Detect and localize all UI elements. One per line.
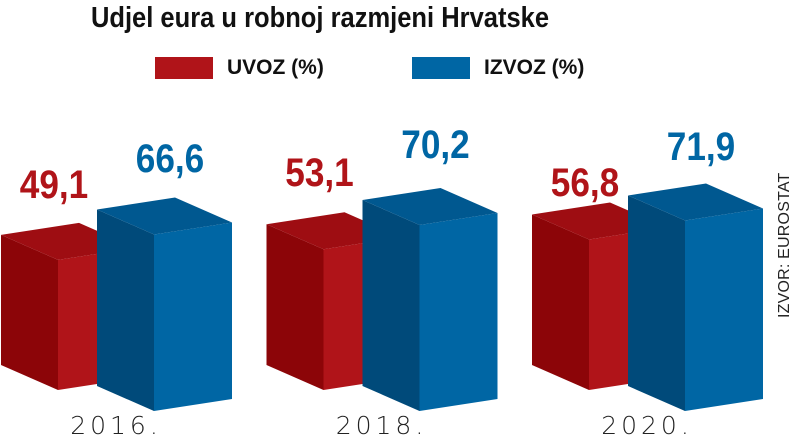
bar-izvoz-1	[419, 212, 498, 411]
bar-izvoz-2	[685, 208, 763, 411]
legend-item-uvoz: UVOZ (%)	[155, 56, 324, 80]
x-tick-label: 2018.	[336, 411, 428, 438]
data-label-uvoz-1: 53,1	[285, 150, 353, 195]
bar-izvoz-side-0	[97, 209, 154, 411]
bar-izvoz-top-0	[97, 197, 232, 235]
data-label-izvoz-0: 66,6	[136, 136, 204, 181]
data-label-uvoz-2: 56,8	[551, 160, 619, 205]
bar-uvoz-side-2	[532, 214, 589, 390]
bar-uvoz-side-1	[266, 224, 324, 390]
bar-izvoz-0	[154, 222, 232, 411]
legend-swatch-izvoz	[412, 57, 470, 79]
bar-izvoz-top-2	[628, 183, 763, 221]
legend-label-izvoz: IZVOZ (%)	[484, 56, 585, 79]
data-label-izvoz-2: 71,9	[667, 124, 735, 169]
data-label-uvoz-0: 49,1	[20, 162, 88, 207]
legend-label-uvoz: UVOZ (%)	[227, 56, 324, 79]
chart-title: Udjel eura u robnoj razmjeni Hrvatske	[90, 2, 550, 34]
bar-uvoz-side-0	[1, 234, 58, 390]
x-tick-label: 2020.	[601, 411, 693, 438]
bar-izvoz-side-2	[628, 195, 685, 411]
bar-izvoz-side-1	[362, 199, 420, 411]
legend-item-izvoz: IZVOZ (%)	[412, 56, 584, 80]
bar-izvoz-top-1	[362, 187, 498, 225]
x-tick-label: 2016.	[70, 411, 162, 438]
legend-swatch-uvoz	[155, 57, 213, 79]
data-label-izvoz-1: 70,2	[401, 122, 469, 167]
